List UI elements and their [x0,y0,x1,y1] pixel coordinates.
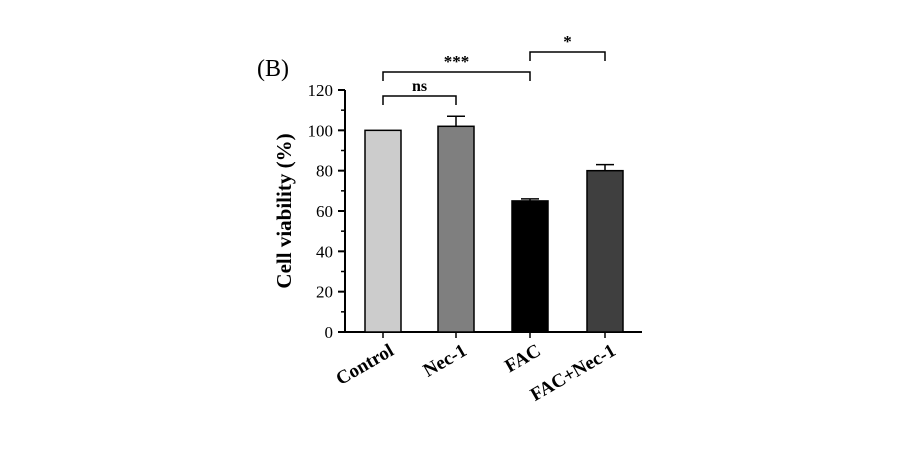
x-tick-label: Nec-1 [420,340,471,381]
significance-label: ns [412,78,427,95]
bar-control [364,129,402,333]
bar-fac [511,200,549,333]
significance-bracket [529,51,606,61]
significance-label: *** [444,52,470,71]
x-tick-label: FAC+Nec-1 [527,340,620,406]
y-tick-label: 60 [316,202,333,221]
panel-label: (B) [257,56,289,82]
y-tick-label: 20 [316,283,333,302]
significance-bracket [382,95,457,105]
significance-brackets: ns**** [382,32,606,105]
significance-label: * [563,32,572,51]
y-tick-label: 100 [308,121,334,140]
x-tick-label: FAC [501,340,544,377]
significance-bracket [382,71,531,81]
y-tick-label: 0 [325,323,334,342]
x-tick-label: Control [332,340,397,390]
y-tick-label: 80 [316,162,333,181]
bar-nec-1 [437,125,475,333]
bar-fac-nec-1 [586,169,624,333]
y-axis-label: Cell viability (%) [272,133,296,288]
y-tick-label: 40 [316,242,333,261]
y-tick-label: 120 [308,81,334,100]
